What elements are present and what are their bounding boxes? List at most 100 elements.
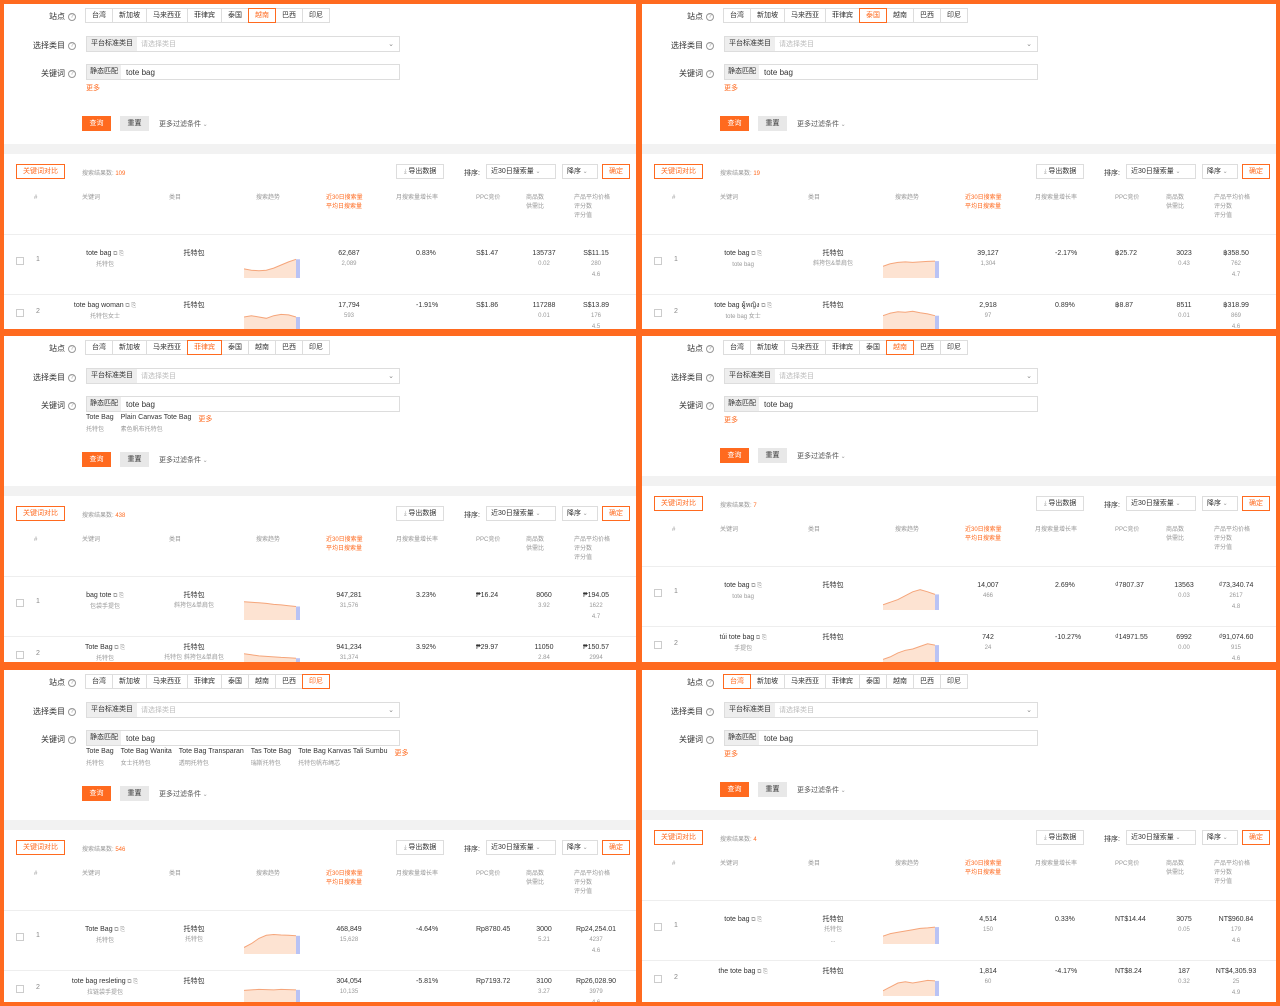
site-tab[interactable]: 新加坡 [112, 674, 147, 689]
site-tab[interactable]: 马来西亚 [146, 8, 188, 23]
site-tab[interactable]: 菲律宾 [825, 674, 860, 689]
sort-order-select[interactable]: 降序 ⌄ [1202, 830, 1238, 845]
site-tab[interactable]: 印尼 [940, 674, 968, 689]
sort-order-select[interactable]: 降序 ⌄ [1202, 164, 1238, 179]
site-tab[interactable]: 印尼 [302, 674, 330, 689]
sort-field-select[interactable]: 近30日搜索量 ⌄ [1126, 496, 1196, 511]
keyword-name[interactable]: tote bag ผู้หญิง [714, 302, 760, 309]
category-source[interactable]: 平台标准类目 [87, 37, 137, 51]
keyword-input[interactable]: 静态匹配 tote bag [724, 64, 1038, 80]
keyword-cell[interactable]: tote bag ผู้หญิง ⧉ ⎘ tote bag 女士 [698, 300, 788, 323]
site-tab[interactable]: 菲律宾 [187, 674, 222, 689]
keyword-name[interactable]: Tote Bag [84, 644, 113, 651]
keyword-cell[interactable]: tote bag resleting ⧉ ⎘ 拉链袋手提包 [60, 976, 150, 999]
match-mode-select[interactable]: 静态匹配 [87, 65, 121, 79]
more-filters-toggle[interactable]: 更多过滤条件 ⌄ [797, 119, 846, 129]
copy-icon[interactable]: ⎘ [133, 979, 139, 985]
reset-button[interactable]: 重置 [120, 786, 149, 801]
keyword-compare-button[interactable]: 关键词对比 [16, 840, 65, 855]
sort-order-select[interactable]: 降序 ⌄ [562, 164, 598, 179]
site-tab[interactable]: 新加坡 [750, 340, 785, 355]
site-tab[interactable]: 马来西亚 [146, 674, 188, 689]
external-link-icon[interactable]: ⧉ [125, 979, 134, 985]
confirm-button[interactable]: 确定 [602, 840, 630, 855]
row-checkbox[interactable] [16, 599, 24, 607]
keyword-cell[interactable]: tote bag ⧉ ⎘ tote bag [698, 580, 788, 603]
category-source[interactable]: 平台标准类目 [725, 37, 775, 51]
match-mode-select[interactable]: 静态匹配 [725, 397, 759, 411]
category-select[interactable]: 平台标准类目 请选择类目 ⌄ [86, 702, 400, 718]
keyword-text[interactable]: Tote Bag ⧉ ⎘ [60, 924, 150, 936]
reset-button[interactable]: 重置 [758, 782, 787, 797]
keyword-name[interactable]: the tote bag [718, 968, 756, 975]
category-select[interactable]: 平台标准类目 请选择类目 ⌄ [724, 36, 1038, 52]
site-tab[interactable]: 越南 [248, 340, 276, 355]
keyword-cell[interactable]: Tote Bag ⧉ ⎘ 托特包 [60, 924, 150, 947]
match-mode-select[interactable]: 静态匹配 [725, 65, 759, 79]
site-tab[interactable]: 巴西 [275, 8, 303, 23]
keyword-compare-button[interactable]: 关键词对比 [654, 496, 703, 511]
query-button[interactable]: 查询 [82, 786, 111, 801]
suggestion-item[interactable]: Tote Bag Wanita 女士托特包 [121, 748, 172, 767]
site-tab[interactable]: 巴西 [275, 674, 303, 689]
site-tab[interactable]: 巴西 [913, 674, 941, 689]
keyword-cell[interactable]: the tote bag ⧉ ⎘ [698, 966, 788, 978]
suggestion-item[interactable]: Tas Tote Bag 瑞斯托特包 [251, 748, 291, 767]
site-tab[interactable]: 马来西亚 [146, 340, 188, 355]
keyword-input[interactable]: 静态匹配 tote bag [86, 730, 400, 746]
reset-button[interactable]: 重置 [120, 116, 149, 131]
more-filters-toggle[interactable]: 更多过滤条件 ⌄ [159, 789, 208, 799]
row-checkbox[interactable] [16, 309, 24, 317]
query-button[interactable]: 查询 [82, 116, 111, 131]
keyword-name[interactable]: bag tote [86, 592, 112, 599]
category-source[interactable]: 平台标准类目 [725, 703, 775, 717]
row-checkbox[interactable] [654, 257, 662, 265]
copy-icon[interactable]: ⎘ [761, 635, 767, 641]
external-link-icon[interactable]: ⧉ [759, 303, 768, 309]
site-tab[interactable]: 台湾 [723, 340, 751, 355]
more-filters-toggle[interactable]: 更多过滤条件 ⌄ [797, 451, 846, 461]
keyword-input[interactable]: 静态匹配 tote bag [86, 64, 400, 80]
suggestion-term[interactable]: Tote Bag Kanvas Tali Sumbu [298, 748, 388, 755]
site-tab[interactable]: 越南 [248, 8, 276, 23]
site-tab[interactable]: 印尼 [302, 8, 330, 23]
site-tab[interactable]: 泰国 [221, 674, 249, 689]
keyword-text[interactable]: bag tote ⧉ ⎘ [60, 590, 150, 602]
row-checkbox[interactable] [654, 975, 662, 983]
export-button[interactable]: ⤓ 导出数据 [396, 164, 445, 179]
site-tab[interactable]: 菲律宾 [825, 8, 860, 23]
site-tab[interactable]: 越南 [886, 674, 914, 689]
copy-icon[interactable]: ⎘ [131, 303, 137, 309]
keyword-name[interactable]: tote bag [724, 916, 750, 923]
suggestion-term[interactable]: Tote Bag [86, 748, 114, 755]
external-link-icon[interactable]: ⧉ [749, 251, 758, 257]
copy-icon[interactable]: ⎘ [767, 303, 773, 309]
suggestion-item[interactable]: Tote Bag 托特包 [86, 748, 114, 767]
more-link[interactable]: 更多 [724, 85, 738, 92]
copy-icon[interactable]: ⎘ [757, 583, 763, 589]
export-button[interactable]: ⤓ 导出数据 [396, 506, 445, 521]
copy-icon[interactable]: ⎘ [757, 917, 763, 923]
site-tab[interactable]: 泰国 [859, 674, 887, 689]
keyword-name[interactable]: tote bag [724, 582, 750, 589]
row-checkbox[interactable] [16, 651, 24, 659]
site-tab[interactable]: 泰国 [221, 340, 249, 355]
site-tab[interactable]: 越南 [248, 674, 276, 689]
keyword-text[interactable]: tote bag ⧉ ⎘ [698, 914, 788, 926]
keyword-compare-button[interactable]: 关键词对比 [16, 164, 65, 179]
site-tab[interactable]: 台湾 [723, 674, 751, 689]
site-tab[interactable]: 台湾 [723, 8, 751, 23]
export-button[interactable]: ⤓ 导出数据 [1036, 164, 1085, 179]
suggestion-term[interactable]: Tote Bag [86, 414, 114, 421]
site-tab[interactable]: 越南 [886, 8, 914, 23]
category-source[interactable]: 平台标准类目 [87, 369, 137, 383]
keyword-text[interactable]: tote bag ⧉ ⎘ [60, 248, 150, 260]
reset-button[interactable]: 重置 [120, 452, 149, 467]
row-checkbox[interactable] [654, 923, 662, 931]
keyword-name[interactable]: tote bag woman [73, 302, 124, 309]
site-tab[interactable]: 印尼 [302, 340, 330, 355]
export-button[interactable]: ⤓ 导出数据 [1036, 496, 1085, 511]
category-select[interactable]: 平台标准类目 请选择类目 ⌄ [86, 36, 400, 52]
confirm-button[interactable]: 确定 [1242, 164, 1270, 179]
copy-icon[interactable]: ⎘ [120, 927, 126, 933]
